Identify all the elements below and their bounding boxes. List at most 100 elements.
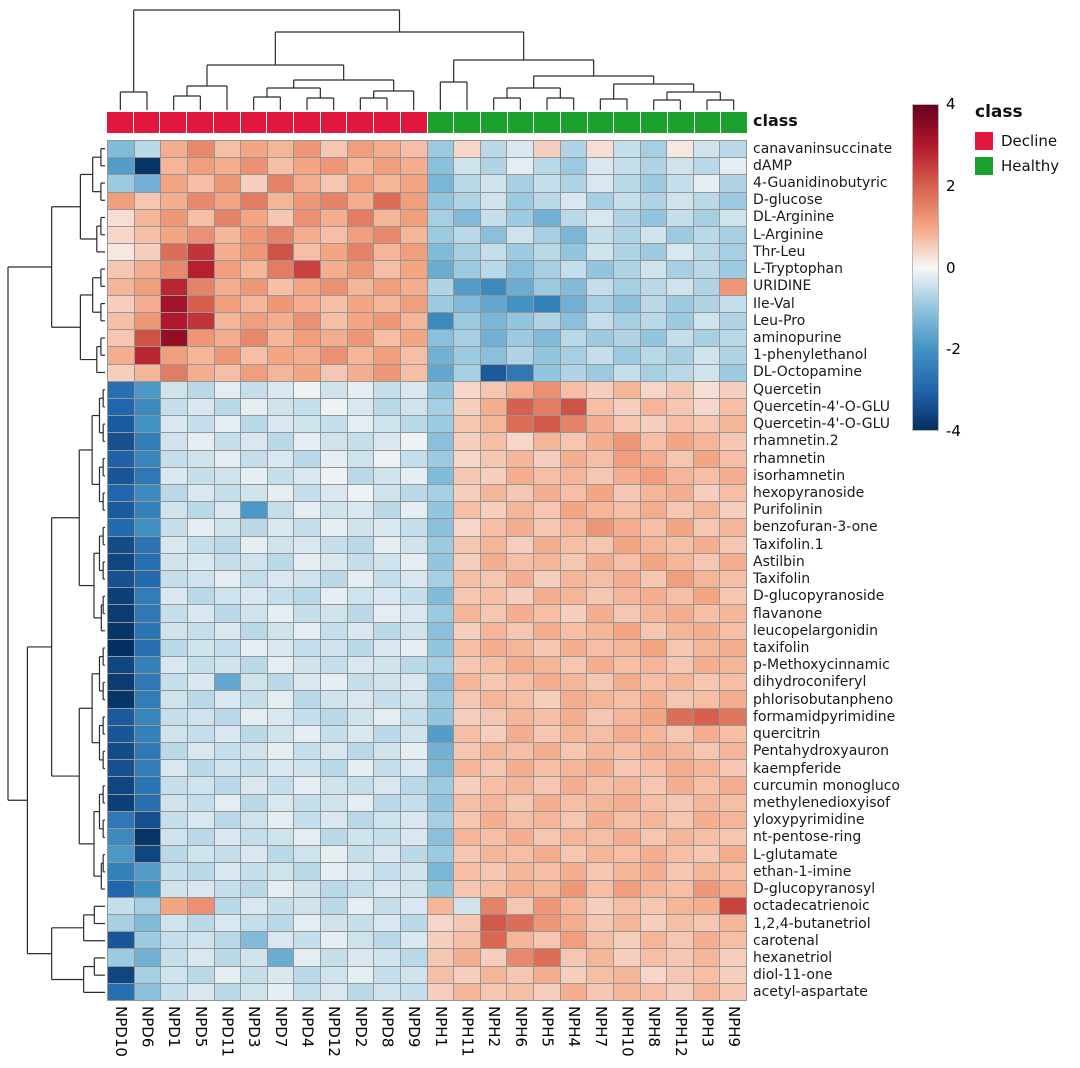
heatmap-cell [267, 863, 294, 880]
heatmap-cell [693, 536, 720, 553]
row-label: curcumin monogluco [753, 777, 900, 794]
heatmap-cell [720, 295, 746, 312]
heatmap-cell [161, 811, 187, 828]
heatmap-cell [587, 175, 613, 192]
heatmap-cell [400, 897, 427, 914]
heatmap-cell [321, 278, 347, 295]
heatmap-cell [134, 846, 161, 863]
heatmap-cell [534, 708, 560, 725]
heatmap-cell [374, 760, 400, 777]
heatmap-cell [534, 502, 560, 519]
heatmap-cell [667, 777, 693, 794]
heatmap-cell [214, 227, 241, 244]
heatmap-cell [321, 915, 347, 932]
column-label: NPD6 [138, 1006, 157, 1048]
heatmap-cell [267, 846, 294, 863]
heatmap-cell [108, 846, 134, 863]
heatmap-cell [507, 777, 533, 794]
row-label: quercitrin [753, 726, 821, 743]
heatmap-cell [454, 536, 480, 553]
heatmap-cell [294, 846, 320, 863]
heatmap-cell [134, 467, 161, 484]
heatmap-cell [321, 381, 347, 398]
heatmap-cell [321, 743, 347, 760]
row-label: dihydroconiferyl [753, 674, 867, 691]
heatmap-cell [640, 674, 667, 691]
heatmap-cell [427, 244, 454, 261]
heatmap-cell [560, 932, 587, 949]
heatmap-cell [214, 777, 241, 794]
heatmap-cell [214, 605, 241, 622]
heatmap-cell [294, 364, 320, 381]
heatmap-cell [134, 502, 161, 519]
column-label: NPD10 [111, 1006, 130, 1057]
heatmap-cell [640, 915, 667, 932]
heatmap-cell [427, 330, 454, 347]
heatmap-cell [507, 605, 533, 622]
heatmap-cell [693, 743, 720, 760]
heatmap-cell [560, 674, 587, 691]
heatmap-cell [587, 932, 613, 949]
heatmap-cell [374, 399, 400, 416]
heatmap-cell [427, 691, 454, 708]
heatmap-cell [613, 192, 640, 209]
heatmap-cell [720, 553, 746, 570]
heatmap-cell [667, 347, 693, 364]
heatmap-cell [214, 175, 241, 192]
heatmap-cell [294, 209, 320, 226]
heatmap-cell [560, 915, 587, 932]
heatmap-cell [507, 932, 533, 949]
heatmap-cell [693, 416, 720, 433]
heatmap-cell [480, 485, 507, 502]
heatmap-cell [640, 777, 667, 794]
heatmap-cell [400, 657, 427, 674]
heatmap-cell [667, 502, 693, 519]
row-label: D-glucopyranosyl [753, 881, 876, 898]
heatmap-cell [640, 227, 667, 244]
heatmap-cell [108, 811, 134, 828]
heatmap-cell [321, 485, 347, 502]
row-label: Quercetin [753, 381, 822, 398]
heatmap-cell [534, 691, 560, 708]
heatmap-cell [134, 897, 161, 914]
heatmap-cell [427, 743, 454, 760]
heatmap-cell [534, 949, 560, 966]
row-label: L-Arginine [753, 226, 824, 243]
heatmap-cell [241, 725, 267, 742]
heatmap-cell [161, 330, 187, 347]
heatmap-cell [187, 295, 214, 312]
heatmap-cell [187, 278, 214, 295]
row-label: isorhamnetin [753, 467, 846, 484]
heatmap-cell [267, 588, 294, 605]
heatmap-cell [720, 794, 746, 811]
heatmap-cell [294, 571, 320, 588]
heatmap-cell [480, 502, 507, 519]
heatmap-cell [667, 657, 693, 674]
heatmap-cell [534, 519, 560, 536]
heatmap-cell [667, 330, 693, 347]
heatmap-cell [187, 949, 214, 966]
heatmap-cell [613, 725, 640, 742]
heatmap-cell [587, 674, 613, 691]
heatmap-cell [187, 553, 214, 570]
heatmap-cell [267, 519, 294, 536]
heatmap-cell [108, 915, 134, 932]
heatmap-cell [267, 399, 294, 416]
heatmap-cell [560, 760, 587, 777]
heatmap-cell [161, 175, 187, 192]
heatmap-cell [693, 880, 720, 897]
heatmap-cell [214, 691, 241, 708]
heatmap-cell [560, 966, 587, 983]
heatmap-cell [267, 777, 294, 794]
heatmap-cell [374, 605, 400, 622]
heatmap-cell [108, 605, 134, 622]
heatmap-cell [400, 450, 427, 467]
heatmap-cell [560, 416, 587, 433]
heatmap-cell [640, 983, 667, 1000]
heatmap-cell [427, 416, 454, 433]
heatmap-cell [613, 949, 640, 966]
heatmap-cell [613, 811, 640, 828]
class-annotation-cell [133, 112, 160, 133]
heatmap-cell [400, 227, 427, 244]
heatmap-cell [241, 175, 267, 192]
